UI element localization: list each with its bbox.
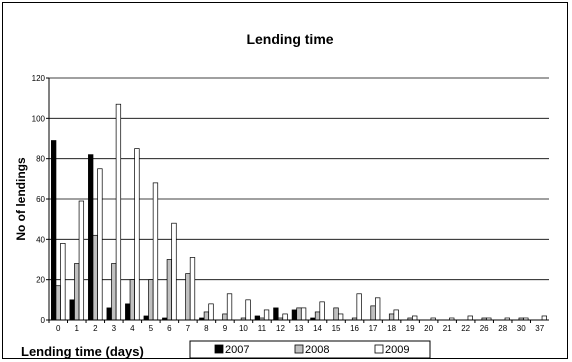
bar-2007-13 <box>291 309 298 321</box>
x-tick-label: 0 <box>56 324 61 333</box>
x-tick-label: 28 <box>498 324 507 333</box>
bar-2008-14 <box>314 311 321 321</box>
bar-2007-11 <box>254 315 261 321</box>
bar-2008-4 <box>129 279 135 321</box>
x-tick-label: 3 <box>112 324 117 333</box>
bar-2009-10 <box>245 299 251 321</box>
bar-2009-14 <box>319 301 325 321</box>
x-tick-label: 16 <box>350 324 359 333</box>
legend-label-2008: 2008 <box>305 344 329 356</box>
bar-2008-8 <box>203 311 210 321</box>
bar-2008-15 <box>333 307 339 321</box>
x-axis-label: Lending time (days) <box>21 344 144 359</box>
x-tick-label: 21 <box>443 324 452 333</box>
x-tick-label: 8 <box>204 324 209 333</box>
x-tick-label: 22 <box>461 324 470 333</box>
bar-2008-0 <box>55 285 61 321</box>
x-tick-label: 11 <box>258 324 267 333</box>
bar-2009-6 <box>171 222 177 321</box>
x-tick-label: 6 <box>167 324 172 333</box>
x-tick-label: 26 <box>480 324 489 333</box>
bar-2007-2 <box>88 154 94 321</box>
x-tick-label: 20 <box>424 324 433 333</box>
x-tick-label: 5 <box>149 324 154 333</box>
bar-2007-1 <box>69 299 75 321</box>
legend-label-2009: 2009 <box>385 344 409 356</box>
bar-2007-3 <box>106 307 112 321</box>
bar-2009-5 <box>152 182 159 321</box>
bar-2009-12 <box>282 313 288 321</box>
bar-2009-0 <box>60 243 66 321</box>
bar-2008-5 <box>148 279 154 321</box>
bar-2009-13 <box>300 307 307 321</box>
y-tick-label: 80 <box>36 155 45 164</box>
bar-2009-22 <box>467 315 473 321</box>
bar-2009-7 <box>189 257 196 321</box>
legend-swatch-2009 <box>374 344 384 354</box>
bar-2009-19 <box>412 315 418 321</box>
legend-label-2007: 2007 <box>225 344 249 356</box>
bar-2007-0 <box>51 140 57 321</box>
bar-2008-7 <box>185 273 191 321</box>
bar-2009-3 <box>115 103 122 321</box>
x-tick-label: 1 <box>75 324 80 333</box>
legend-swatch-2007 <box>214 344 224 354</box>
gridlines <box>46 77 549 321</box>
x-tick-label: 7 <box>186 324 191 333</box>
bar-2009-4 <box>134 148 140 321</box>
x-tick-label: 12 <box>276 324 285 333</box>
bar-2008-18 <box>388 313 395 321</box>
bar-2008-3 <box>111 263 117 321</box>
x-tick-label: 4 <box>130 324 135 333</box>
bar-2009-18 <box>393 309 399 321</box>
y-tick-label: 20 <box>36 276 45 285</box>
legend-box <box>189 340 431 359</box>
bar-2008-9 <box>222 313 228 321</box>
bar-2008-1 <box>74 263 80 321</box>
x-tick-labels: 0 1 2 3 4 5 6 7 8 9 10 11 12 13 14 15 16 17 18 19 20 21 22 26 28… <box>48 320 545 333</box>
bar-2009-9 <box>226 293 233 321</box>
bar-2008-13 <box>296 307 302 321</box>
bar-2009-8 <box>208 303 214 321</box>
bar-2009-2 <box>97 168 103 321</box>
bars <box>51 103 547 321</box>
bar-2008-6 <box>166 259 173 321</box>
x-tick-label: 15 <box>332 324 341 333</box>
y-tick-label: 100 <box>32 114 46 123</box>
legend: 2007 2008 2009 <box>189 340 431 359</box>
bar-2009-16 <box>356 293 362 321</box>
bar-2009-15 <box>337 313 344 321</box>
x-tick-label: 2 <box>93 324 98 333</box>
bar-2009-1 <box>78 200 85 321</box>
x-tick-label: 18 <box>387 324 396 333</box>
x-tick-label: 9 <box>223 324 228 333</box>
x-tick-label: 30 <box>517 324 526 333</box>
x-tick-label: 14 <box>313 324 322 333</box>
x-tick-label: 10 <box>239 324 248 333</box>
bar-2007-4 <box>125 303 131 321</box>
x-tick-label: 13 <box>295 324 304 333</box>
bar-2008-2 <box>92 234 98 321</box>
y-tick-label: 60 <box>36 195 45 204</box>
legend-swatch-2008 <box>294 344 304 354</box>
x-tick-label: 37 <box>535 324 544 333</box>
y-tick-label: 0 <box>41 316 46 325</box>
x-tick-label: 17 <box>369 324 378 333</box>
bar-2009-11 <box>263 309 270 321</box>
bar-2007-5 <box>143 315 149 321</box>
chart-title: Lending time <box>246 31 333 47</box>
bar-2009-37 <box>541 315 547 321</box>
bar-2007-12 <box>273 307 279 321</box>
bar-2009-17 <box>375 297 381 321</box>
y-tick-label: 40 <box>36 235 45 244</box>
y-axis-label: No of lendings <box>14 157 28 241</box>
y-tick-label: 120 <box>32 74 46 83</box>
y-tick-labels: 0 20 40 60 80 100 120 <box>32 74 46 325</box>
x-tick-label: 19 <box>406 324 415 333</box>
bar-2008-17 <box>370 305 376 321</box>
